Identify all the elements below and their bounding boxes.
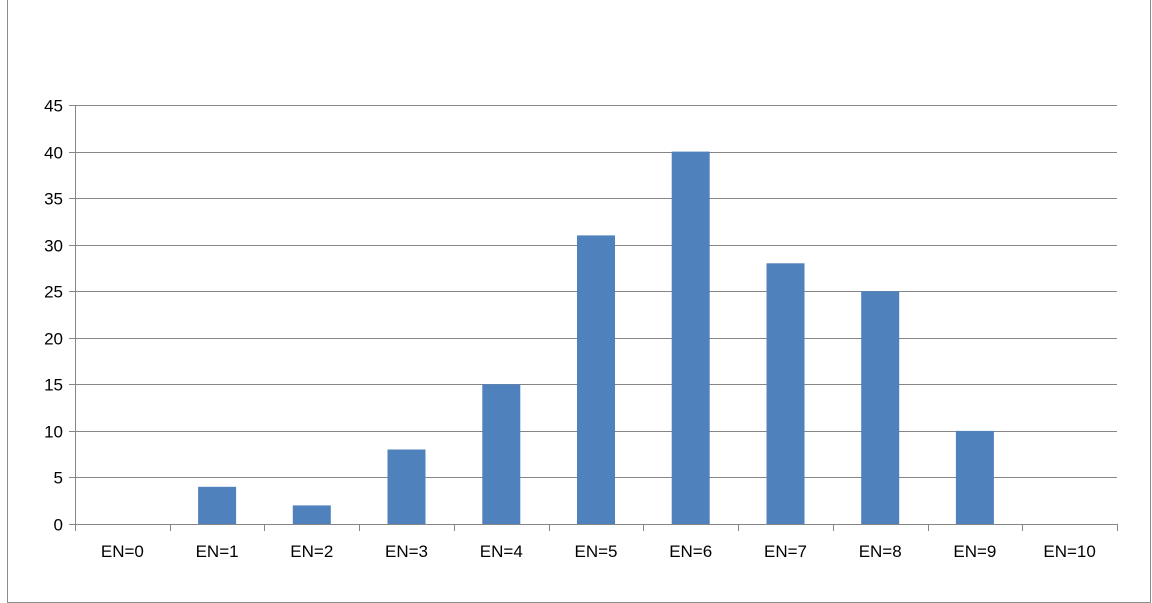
y-tick-label-45: 45 <box>44 97 63 116</box>
x-tick-label-EN=10: EN=10 <box>1043 542 1095 561</box>
x-tick-label-EN=8: EN=8 <box>859 542 902 561</box>
y-tick-label-10: 10 <box>44 423 63 442</box>
axes <box>69 105 1118 531</box>
y-tick-label-35: 35 <box>44 190 63 209</box>
y-tick-label-0: 0 <box>54 516 63 535</box>
x-tick-label-EN=4: EN=4 <box>480 542 523 561</box>
x-tick-labels: EN=0 EN=1 EN=2 EN=3 EN=4 EN=5 EN=6 EN=7 EN=8 EN=9… <box>101 542 1096 561</box>
x-tick-label-EN=5: EN=5 <box>575 542 618 561</box>
y-tick-labels: 0 5 10 15 20 25 30 35 40 45 <box>44 97 63 535</box>
bar-EN=7 <box>766 263 805 524</box>
y-tick-label-25: 25 <box>44 283 63 302</box>
bar-EN=2 <box>292 505 331 524</box>
y-tick-label-20: 20 <box>44 330 63 349</box>
x-tick-label-EN=7: EN=7 <box>764 542 807 561</box>
bar-EN=9 <box>955 430 994 524</box>
y-tick-label-5: 5 <box>54 469 63 488</box>
y-tick-label-30: 30 <box>44 237 63 256</box>
x-tick-label-EN=2: EN=2 <box>290 542 333 561</box>
y-tick-label-40: 40 <box>44 144 63 163</box>
x-tick-label-EN=0: EN=0 <box>101 542 144 561</box>
bar-EN=1 <box>198 486 237 524</box>
x-tick-label-EN=6: EN=6 <box>669 542 712 561</box>
bar-EN=4 <box>482 384 521 524</box>
bar-EN=8 <box>861 291 900 524</box>
x-tick-label-EN=3: EN=3 <box>385 542 428 561</box>
y-tick-label-15: 15 <box>44 376 63 395</box>
bar-EN=3 <box>387 449 426 524</box>
bar-EN=6 <box>671 151 710 524</box>
bar-EN=5 <box>577 235 615 524</box>
x-tick-label-EN=9: EN=9 <box>953 542 996 561</box>
bars <box>198 151 994 524</box>
x-tick-label-EN=1: EN=1 <box>196 542 239 561</box>
